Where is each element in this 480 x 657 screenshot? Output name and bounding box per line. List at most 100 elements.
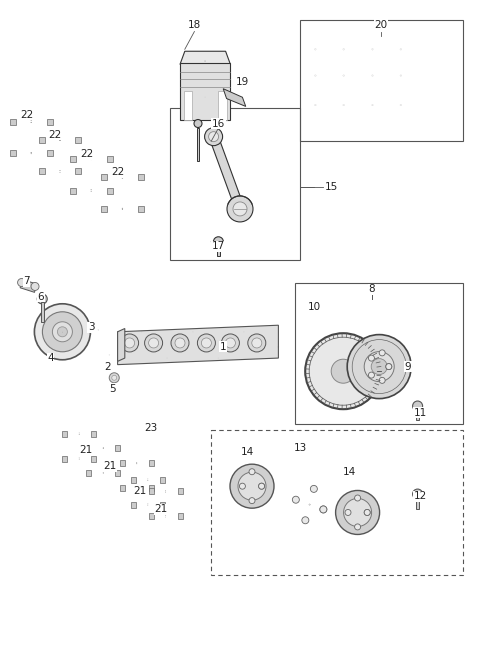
Circle shape [214,237,223,247]
Bar [295,283,463,424]
Circle shape [58,327,67,337]
Text: 2: 2 [105,361,111,372]
Polygon shape [41,302,44,322]
Polygon shape [70,187,76,194]
Polygon shape [75,168,81,175]
Polygon shape [101,174,107,181]
Text: 3: 3 [88,322,95,332]
Polygon shape [118,325,278,365]
Circle shape [233,202,247,216]
Circle shape [35,304,90,360]
Circle shape [221,334,240,352]
Polygon shape [197,128,199,161]
Text: 21: 21 [154,504,168,514]
Text: 7: 7 [23,276,30,286]
Circle shape [331,359,355,383]
Polygon shape [107,156,112,162]
Circle shape [230,464,274,508]
Circle shape [259,483,264,489]
Circle shape [18,279,25,286]
Bar [170,108,300,260]
Polygon shape [217,244,220,256]
Circle shape [320,506,327,513]
Text: 11: 11 [413,407,427,418]
Polygon shape [47,150,52,156]
Polygon shape [91,430,96,437]
Polygon shape [131,501,136,508]
Text: 22: 22 [111,167,124,177]
Circle shape [238,472,266,500]
Circle shape [149,338,158,348]
Text: 8: 8 [369,284,375,294]
Text: 21: 21 [79,445,92,455]
Circle shape [204,127,223,146]
Text: 15: 15 [324,182,338,193]
Circle shape [52,322,72,342]
Text: 17: 17 [212,241,225,252]
Bar [211,430,463,575]
Circle shape [355,524,360,530]
Circle shape [345,509,351,516]
Circle shape [120,334,139,352]
Circle shape [413,489,422,499]
Text: 16: 16 [212,118,225,129]
Circle shape [364,509,370,516]
Circle shape [109,373,119,383]
Polygon shape [10,118,16,125]
Polygon shape [180,51,230,64]
Polygon shape [160,476,165,483]
Text: 13: 13 [293,443,307,453]
Circle shape [42,312,83,351]
Polygon shape [149,460,154,466]
Polygon shape [178,488,182,495]
Polygon shape [120,460,125,466]
Circle shape [369,372,374,378]
Circle shape [379,350,385,356]
Text: 1: 1 [220,342,227,352]
Polygon shape [138,206,144,212]
Polygon shape [75,137,81,143]
Text: 5: 5 [109,384,116,394]
Circle shape [171,334,189,352]
Circle shape [197,334,216,352]
Text: 6: 6 [37,292,44,302]
Text: 9: 9 [405,361,411,372]
Polygon shape [86,445,91,451]
Circle shape [292,496,300,503]
Circle shape [37,294,47,304]
Circle shape [364,509,370,516]
Polygon shape [131,476,136,483]
Polygon shape [115,470,120,476]
Circle shape [259,483,264,489]
Polygon shape [120,485,125,491]
Circle shape [320,506,327,513]
Polygon shape [149,488,154,495]
Text: 22: 22 [48,129,62,140]
Circle shape [248,334,266,352]
Circle shape [379,377,385,383]
Bar [300,20,463,141]
Polygon shape [10,150,16,156]
Polygon shape [209,137,245,209]
Polygon shape [118,328,125,361]
Circle shape [364,351,394,382]
Text: 21: 21 [133,486,147,497]
Circle shape [125,338,134,348]
Polygon shape [39,168,45,175]
Polygon shape [149,485,154,491]
Polygon shape [86,470,91,476]
Polygon shape [107,187,112,194]
Circle shape [240,483,245,489]
Text: 18: 18 [188,20,201,30]
Polygon shape [138,174,144,181]
Circle shape [344,499,372,526]
Polygon shape [178,513,182,520]
Text: 4: 4 [47,353,54,363]
Circle shape [194,120,202,127]
Circle shape [369,355,374,361]
Polygon shape [115,445,120,451]
Polygon shape [223,89,246,106]
Circle shape [305,333,381,409]
Circle shape [249,468,255,475]
Circle shape [227,196,253,222]
